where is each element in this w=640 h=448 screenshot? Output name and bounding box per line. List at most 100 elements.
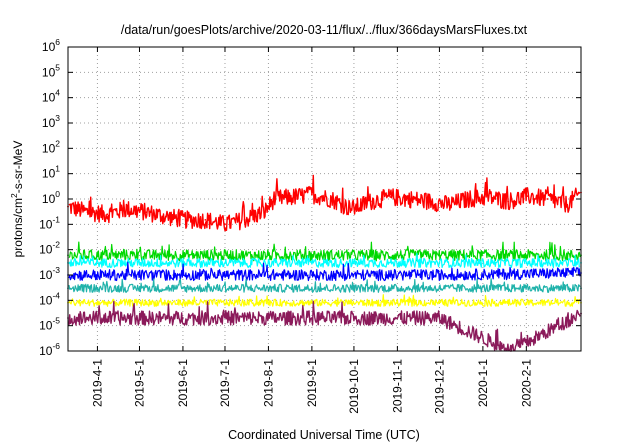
series-line-3 (68, 261, 581, 282)
series-point-0 (526, 195, 529, 198)
y-tick-exponent: -4 (52, 290, 60, 300)
y-tick-exponent: 5 (55, 62, 60, 72)
series-point-0 (487, 196, 490, 198)
x-tick-label: 2019-9-1 (305, 359, 319, 407)
y-tick-label: 10-5 (39, 316, 60, 333)
y-axis-label: protons/cm2-s-sr-MeV (9, 141, 25, 258)
series-point-0 (224, 223, 226, 226)
chart-title: /data/run/goesPlots/archive/2020-03-11/f… (121, 23, 528, 37)
series-point-0 (292, 196, 295, 198)
series-point-0 (273, 198, 275, 200)
series-point-0 (369, 200, 372, 203)
x-tick-label: 2019-12-1 (432, 359, 446, 414)
y-tick-base: 10 (39, 293, 53, 307)
x-tick-label: 2019-11-1 (390, 359, 404, 413)
series-point-3 (438, 274, 441, 276)
y-axis-label-sup: 2 (9, 193, 19, 198)
series-line-6 (68, 300, 581, 351)
y-tick-base: 10 (42, 91, 56, 105)
y-tick-exponent: -2 (52, 240, 60, 250)
series-point-6 (182, 317, 184, 319)
y-tick-exponent: 2 (55, 138, 60, 148)
y-tick-base: 10 (39, 344, 53, 358)
y-tick-exponent: 4 (55, 88, 60, 98)
series-point-0 (145, 211, 148, 214)
y-tick-base: 10 (39, 268, 53, 282)
y-tick-label: 106 (42, 37, 60, 54)
series-point-5 (438, 301, 441, 304)
x-tick-label: 2019-6-1 (176, 359, 190, 407)
y-tick-exponent: 3 (55, 113, 60, 123)
y-tick-base: 10 (42, 40, 56, 54)
series-point-4 (438, 287, 441, 290)
series-point-0 (204, 218, 207, 221)
series-point-0 (566, 203, 568, 206)
y-tick-exponent: 0 (55, 189, 60, 199)
y-tick-exponent: -6 (52, 341, 60, 351)
y-tick-label: 10-1 (39, 214, 60, 231)
series-point-0 (507, 200, 510, 203)
series-point-0 (165, 215, 168, 218)
y-tick-base: 10 (39, 243, 53, 257)
series-point-0 (263, 211, 266, 214)
series-point-0 (546, 198, 549, 200)
series-point-1 (310, 254, 313, 257)
series-point-0 (389, 196, 392, 198)
series-line-0 (68, 174, 581, 232)
x-tick-label: 2019-8-1 (261, 359, 275, 407)
y-tick-base: 10 (42, 167, 56, 181)
y-axis: 10-610-510-410-310-210-11001011021031041… (39, 37, 581, 358)
y-tick-label: 10-6 (39, 341, 60, 358)
y-tick-label: 105 (42, 62, 60, 79)
x-axis: 2019-4-1 2019-5-1 2019-6-1 2019-7-1 2019-8-1… (90, 47, 533, 414)
x-tick-label: 2019-7-1 (218, 359, 232, 407)
y-tick-base: 10 (42, 141, 56, 155)
y-tick-exponent: -3 (52, 265, 60, 275)
y-tick-exponent: -1 (52, 214, 60, 224)
series-point-6 (310, 317, 313, 319)
series-point-3 (310, 274, 313, 276)
series-point-0 (409, 198, 411, 200)
y-tick-label: 103 (42, 113, 60, 130)
series-point-0 (310, 193, 313, 196)
x-tick-label: 2020-2-1 (519, 359, 533, 407)
series-point-0 (350, 208, 353, 210)
series-point-0 (86, 211, 89, 214)
series-point-3 (182, 274, 184, 276)
y-tick-exponent: -5 (52, 316, 60, 326)
y-tick-base: 10 (39, 217, 53, 231)
y-tick-exponent: 1 (55, 164, 60, 174)
y-tick-base: 10 (42, 116, 56, 130)
y-tick-label: 101 (42, 164, 60, 181)
y-tick-exponent: 6 (55, 37, 60, 47)
series-point-5 (182, 301, 184, 304)
series-point-2 (438, 262, 441, 264)
series-point-4 (310, 287, 313, 290)
series-point-0 (106, 213, 109, 216)
y-tick-label: 104 (42, 88, 60, 105)
y-tick-base: 10 (39, 319, 53, 333)
x-tick-label: 2019-5-1 (132, 359, 146, 407)
data-series (67, 174, 582, 352)
y-tick-base: 10 (42, 65, 56, 79)
y-tick-label: 102 (42, 138, 60, 155)
series-point-0 (330, 198, 333, 200)
series-point-0 (428, 200, 431, 203)
y-tick-label: 10-3 (39, 265, 60, 282)
y-tick-label: 10-2 (39, 240, 60, 257)
series-point-0 (125, 208, 128, 210)
y-axis-label-rest: -s-sr-MeV (11, 141, 25, 194)
series-point-0 (467, 198, 470, 200)
series-point-6 (438, 317, 441, 319)
x-tick-label: 2020-1-1 (476, 359, 490, 407)
x-tick-label: 2019-10-1 (347, 359, 361, 414)
series-point-1 (438, 254, 441, 257)
series-point-0 (448, 203, 451, 206)
series-line-2 (68, 252, 581, 269)
y-tick-label: 100 (42, 189, 60, 206)
series-point-2 (310, 262, 313, 264)
series-point-2 (182, 262, 184, 264)
x-axis-label: Coordinated Universal Time (UTC) (228, 428, 420, 442)
series-point-1 (182, 254, 184, 257)
